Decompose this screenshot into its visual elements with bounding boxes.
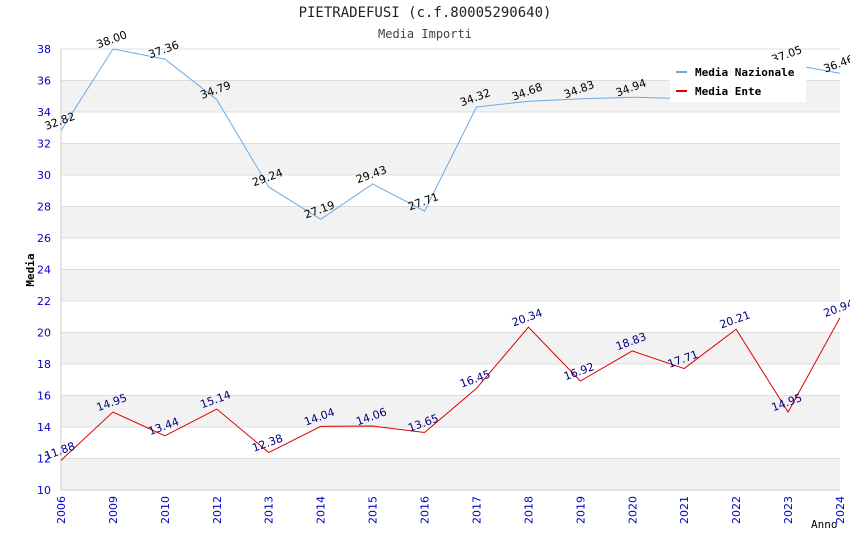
x-tick-label: 2023 [782, 496, 795, 524]
y-tick-label: 16 [37, 390, 51, 403]
data-label-nazionale: 38.00 [95, 28, 129, 51]
y-tick-label: 12 [37, 453, 51, 466]
x-tick-label: 2009 [107, 496, 120, 524]
series-line-ente [60, 317, 841, 461]
y-tick-label: 36 [37, 75, 51, 88]
chart-title: PIETRADEFUSI (c.f.80005290640) [298, 5, 552, 21]
x-tick-label: 2012 [211, 496, 224, 524]
legend-label-nazionale: Media Nazionale [695, 65, 795, 79]
x-tick-label: 2013 [263, 496, 276, 524]
y-tick-label: 14 [37, 421, 51, 434]
legend: Media Nazionale Media Ente [670, 60, 806, 102]
x-tick-label: 2020 [626, 496, 639, 524]
y-tick-label: 38 [37, 43, 51, 56]
x-tick-label: 2017 [470, 496, 483, 524]
y-tick-label: 20 [37, 327, 51, 340]
grid-band [61, 269, 840, 301]
y-tick-label: 22 [37, 295, 51, 308]
y-tick-label: 26 [37, 232, 51, 245]
x-axis-ticks: 2006 2009 2010 2012 2013 2014 2015 2016 2017 2018… [55, 496, 847, 524]
grid-bands [61, 80, 840, 490]
chart-subtitle: Media Importi [378, 27, 472, 41]
x-tick-label: 2006 [55, 496, 68, 524]
x-tick-label: 2024 [834, 496, 847, 524]
x-tick-label: 2021 [678, 496, 691, 524]
y-axis-ticks: 10 12 14 16 18 20 22 24 26 28 30 32 34 36 38 [37, 43, 51, 497]
x-tick-label: 2010 [159, 496, 172, 524]
grid-band [61, 206, 840, 238]
grid-band [61, 395, 840, 427]
y-tick-label: 18 [37, 358, 51, 371]
data-label-ente: 20.21 [718, 308, 752, 331]
data-label-nazionale: 37.36 [147, 38, 181, 61]
x-tick-label: 2015 [367, 496, 380, 524]
y-tick-label: 28 [37, 201, 51, 214]
y-tick-label: 10 [37, 484, 51, 497]
y-tick-label: 24 [37, 264, 51, 277]
grid-band [61, 332, 840, 364]
legend-item-nazionale: Media Nazionale [676, 64, 794, 80]
y-tick-label: 30 [37, 169, 51, 182]
legend-item-ente: Media Ente [676, 83, 761, 99]
x-axis-label: Anno [811, 518, 838, 531]
y-axis-label: Media [24, 253, 37, 286]
y-tick-label: 34 [37, 106, 51, 119]
data-label-ente: 20.34 [510, 306, 544, 329]
legend-label-ente: Media Ente [695, 84, 762, 98]
x-tick-label: 2016 [419, 496, 432, 524]
grid-lines [60, 48, 840, 491]
grid-band [61, 458, 840, 490]
data-label-ente: 16.45 [458, 368, 492, 391]
x-tick-label: 2022 [730, 496, 743, 524]
x-tick-label: 2019 [574, 496, 587, 524]
legend-swatch-nazionale [676, 71, 687, 73]
x-tick-label: 2018 [522, 496, 535, 524]
legend-swatch-ente [676, 90, 687, 92]
x-tick-label: 2014 [315, 496, 328, 524]
y-tick-label: 32 [37, 138, 51, 151]
